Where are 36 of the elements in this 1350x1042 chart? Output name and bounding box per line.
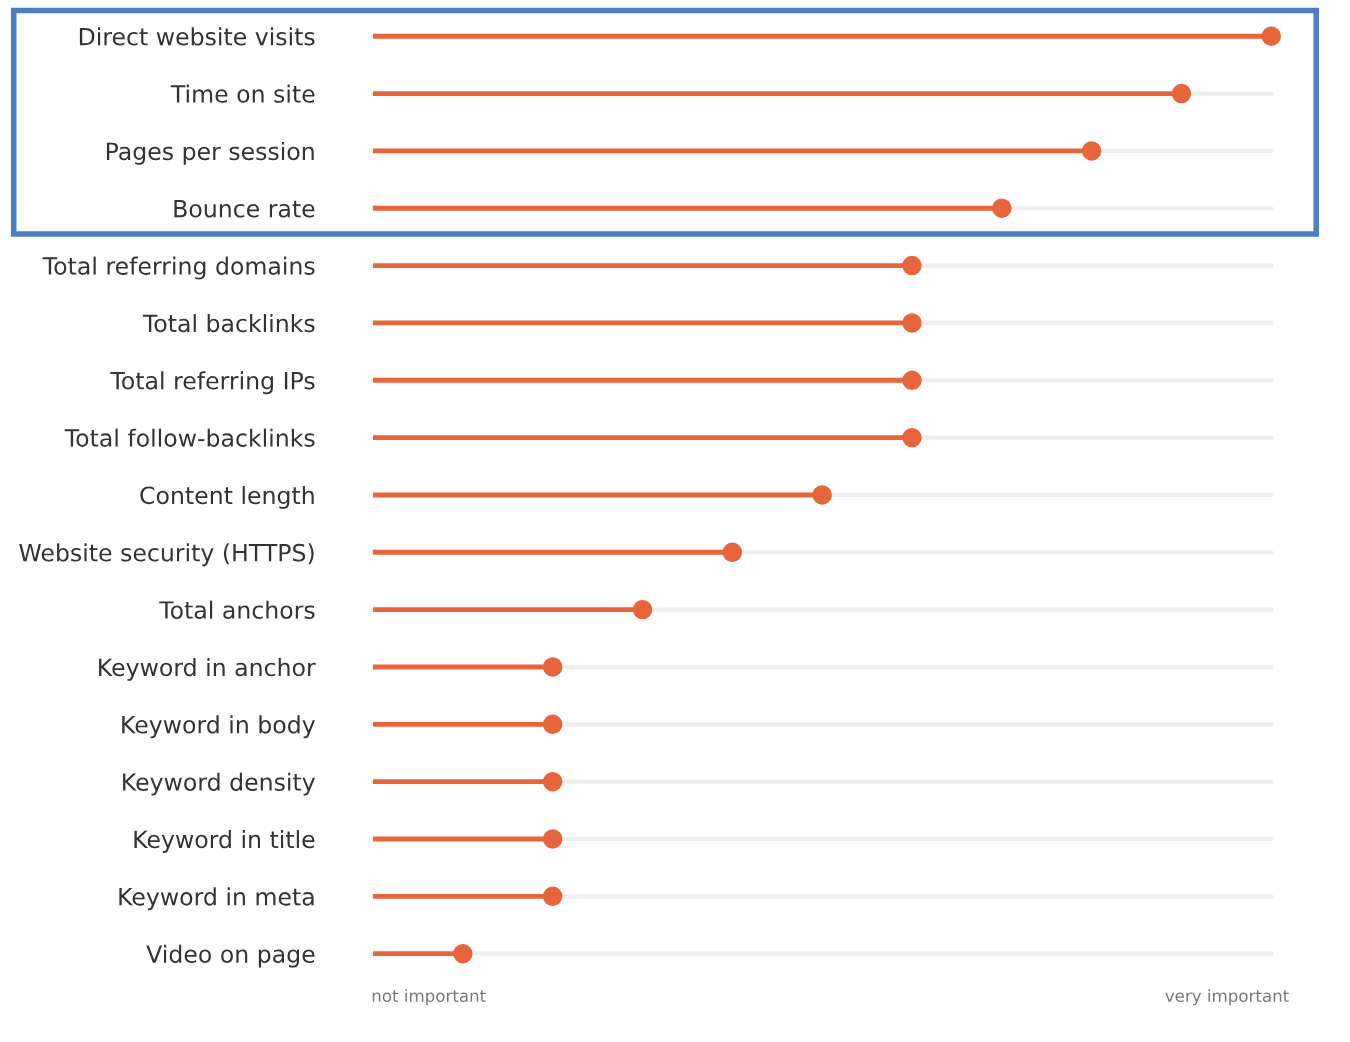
y-tick-label: Keyword in anchor [99,658,316,681]
y-tick-label: Total referring domains [42,256,315,280]
point [992,198,1012,218]
y-tick-label: Keyword in meta [119,887,314,911]
point [1261,26,1282,46]
point [812,485,832,505]
point [542,714,563,735]
text: not important [372,989,486,1006]
point [902,313,922,333]
y-tick-label: Direct website visits [79,27,315,46]
y-tick-label: Keyword in title [134,830,315,853]
point [542,886,563,907]
y-tick-label: Total backlinks [142,313,315,333]
point [542,657,563,677]
point [1081,141,1102,161]
y-tick-label: Video on page [146,944,315,968]
point [902,370,922,390]
point [542,771,563,792]
point [902,255,922,276]
point [632,599,653,620]
y-tick-label: Keyword density [123,772,315,796]
point [453,943,473,964]
y-tick-label: Total anchors [159,600,315,619]
text: very important [1165,989,1289,1006]
y-tick-label: Keyword in body [122,715,315,739]
y-tick-label: Content length [140,485,314,509]
point [722,542,743,563]
y-tick-label: Time on site [170,84,315,103]
y-tick-label: Bounce rate [174,200,315,218]
point [902,427,922,448]
y-tick-label: Total follow-backlinks [64,428,315,447]
y-tick-label: Total referring IPs [110,371,315,395]
point [1171,83,1192,104]
point [542,829,563,849]
y-tick-label: Pages per session [106,141,314,165]
y-tick-label: Website security (HTTPS) [19,543,314,567]
